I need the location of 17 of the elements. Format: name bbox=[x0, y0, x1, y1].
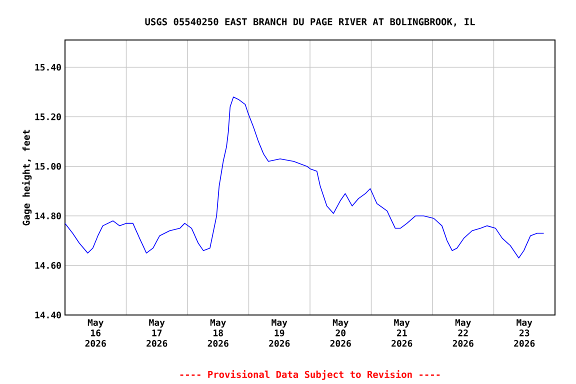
y-axis-title: Gage height, feet bbox=[22, 130, 32, 226]
y-tick-label: 15.20 bbox=[35, 113, 61, 120]
x-tick-label: May 22 2026 bbox=[452, 319, 474, 347]
x-tick-label: May 17 2026 bbox=[146, 319, 168, 347]
x-tick-label: May 18 2026 bbox=[208, 319, 228, 347]
x-tick-label: May 21 2026 bbox=[392, 319, 412, 347]
x-tick-label: May 16 2026 bbox=[85, 319, 106, 347]
text: ---- Provisional Data Subject to Revision ---- bbox=[180, 370, 440, 380]
x-tick-label: May 19 2026 bbox=[269, 319, 290, 347]
x-tick-label: May 23 2026 bbox=[514, 319, 535, 347]
x-tick-label: May 20 2026 bbox=[330, 319, 351, 347]
y-tick-label: 14.80 bbox=[35, 212, 61, 220]
y-tick-label: 15.40 bbox=[35, 64, 61, 71]
y-tick-label: 14.40 bbox=[35, 312, 61, 318]
y-tick-label: 14.60 bbox=[35, 262, 61, 269]
y-tick-label: 15.00 bbox=[35, 162, 61, 170]
chart-title: USGS 05540250 EAST BRANCH DU PAGE RIVER AT BOLINGBROOK, IL bbox=[145, 18, 475, 26]
